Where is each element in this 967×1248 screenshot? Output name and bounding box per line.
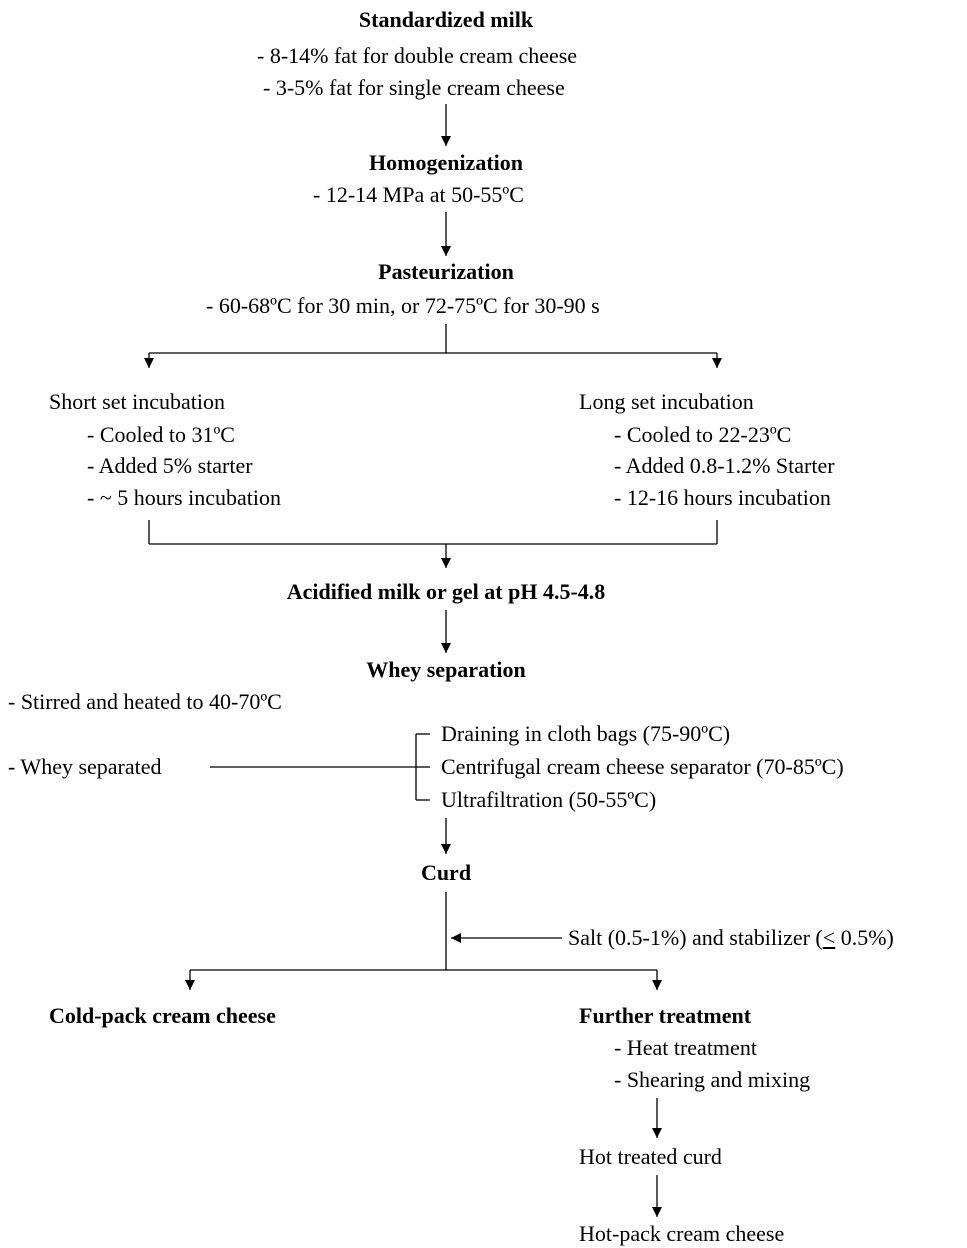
further-treatment-detail-1: - Heat treatment (614, 1035, 757, 1060)
node-long-set-title: Long set incubation (579, 389, 754, 414)
additives-text: Salt (0.5-1%) and stabilizer ( (568, 925, 823, 950)
node-homogenization-title: Homogenization (369, 150, 523, 175)
whey-option-cloth-bags: Draining in cloth bags (75-90ºC) (441, 721, 731, 746)
further-treatment-detail-2: - Shearing and mixing (614, 1067, 811, 1092)
short-set-detail-2: - Added 5% starter (87, 453, 253, 478)
node-acidified-milk-title: Acidified milk or gel at pH 4.5-4.8 (286, 579, 606, 604)
node-cold-pack-title: Cold-pack cream cheese (49, 1003, 276, 1028)
whey-separated-label: - Whey separated (8, 754, 162, 779)
standardized-milk-detail-2: - 3-5% fat for single cream cheese (263, 75, 565, 100)
node-whey-separation-title: Whey separation (366, 657, 526, 682)
pasteurization-detail: - 60-68ºC for 30 min, or 72-75ºC for 30-… (206, 293, 600, 318)
node-hot-pack-cream-cheese: Hot-pack cream cheese (579, 1221, 785, 1246)
long-set-detail-3: - 12-16 hours incubation (614, 485, 831, 510)
node-further-treatment-title: Further treatment (579, 1003, 752, 1028)
curd-additives-label: Salt (0.5-1%) and stabilizer (< 0.5%) (568, 924, 894, 952)
short-set-detail-3: - ~ 5 hours incubation (87, 485, 281, 510)
short-set-detail-1: - Cooled to 31ºC (87, 422, 235, 447)
long-set-detail-1: - Cooled to 22-23ºC (614, 422, 792, 447)
node-hot-treated-curd: Hot treated curd (579, 1144, 722, 1169)
node-short-set-title: Short set incubation (49, 389, 225, 414)
whey-stirred-detail: - Stirred and heated to 40-70ºC (8, 689, 282, 714)
node-curd-title: Curd (420, 860, 472, 885)
long-set-detail-2: - Added 0.8-1.2% Starter (614, 453, 835, 478)
whey-option-ultrafiltration: Ultrafiltration (50-55ºC) (441, 787, 657, 812)
node-standardized-milk-title: Standardized milk (358, 7, 534, 32)
standardized-milk-detail-1: - 8-14% fat for double cream cheese (257, 43, 578, 68)
node-pasteurization-title: Pasteurization (378, 259, 514, 284)
less-or-equal-sign: < (822, 925, 836, 950)
additives-text-end: 0.5%) (835, 925, 894, 950)
whey-option-centrifugal: Centrifugal cream cheese separator (70-8… (441, 754, 844, 779)
homogenization-detail: - 12-14 MPa at 50-55ºC (313, 182, 524, 207)
